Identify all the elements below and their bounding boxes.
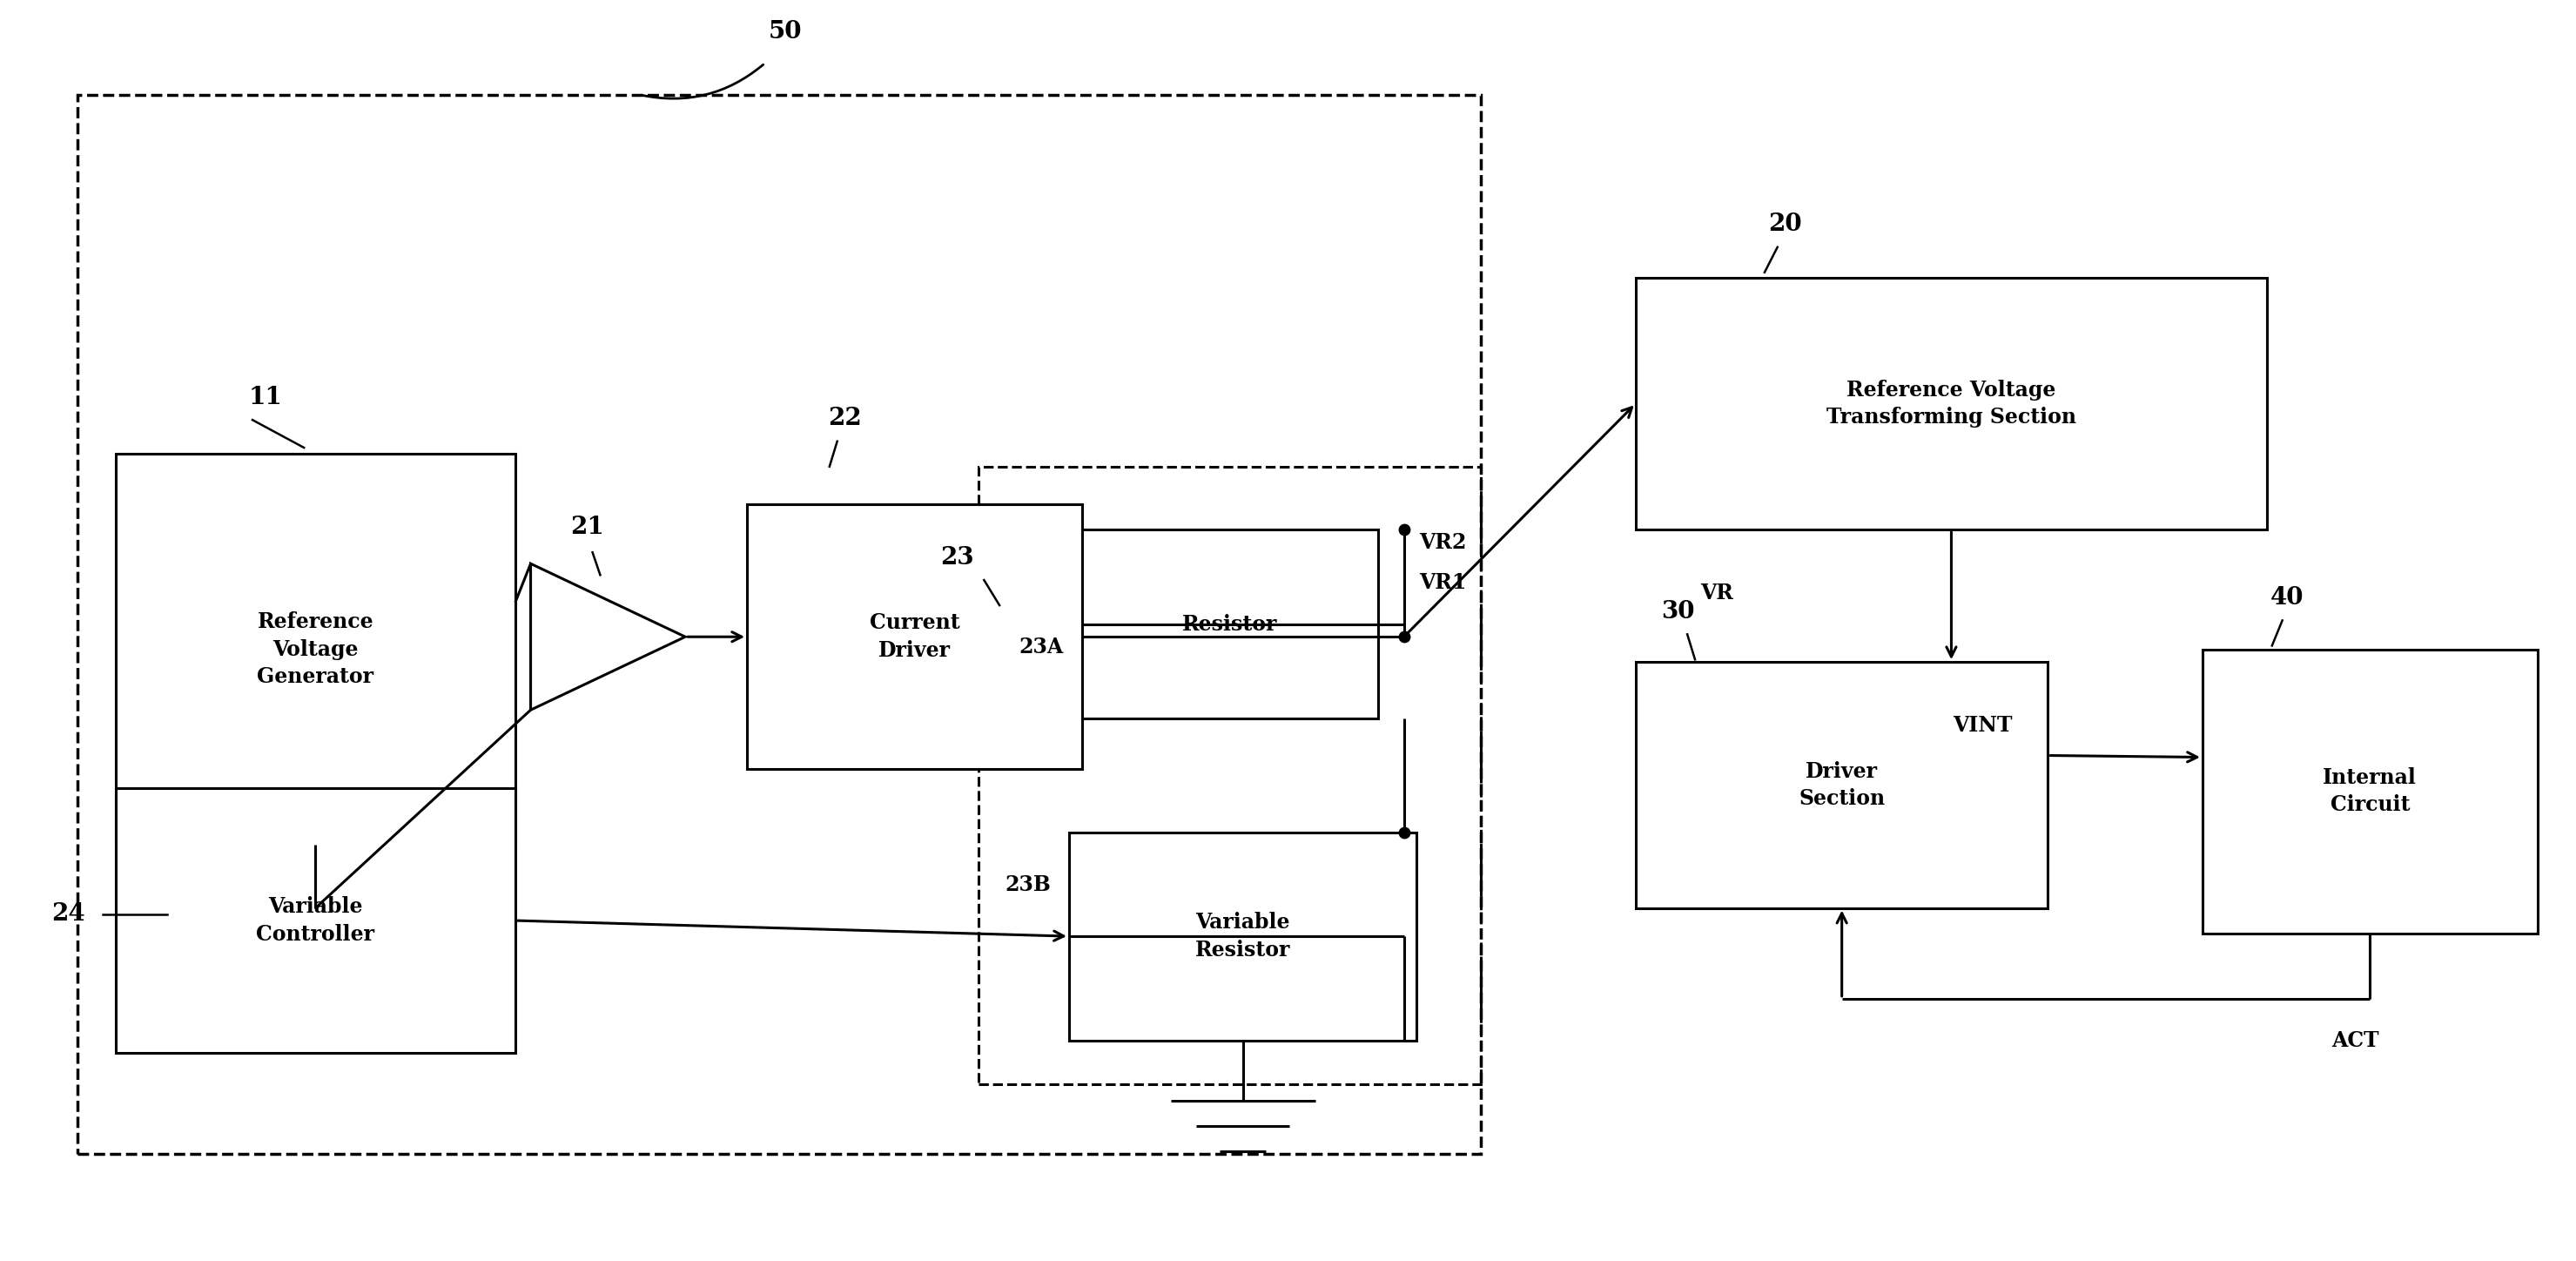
Text: 23B: 23B (1005, 875, 1051, 895)
Bar (1636, 277, 2267, 530)
Text: VR: VR (1700, 583, 1734, 603)
Text: ACT: ACT (2331, 1030, 2378, 1050)
Text: Variable
Controller: Variable Controller (258, 897, 374, 944)
Bar (1082, 530, 1378, 719)
Text: 23: 23 (940, 546, 974, 569)
Bar (2202, 649, 2537, 933)
Bar (1636, 662, 2048, 908)
Bar (116, 788, 515, 1053)
Bar (747, 504, 1082, 769)
Text: VINT: VINT (1953, 715, 2012, 735)
Text: 21: 21 (569, 516, 605, 538)
Text: 23A: 23A (1020, 637, 1064, 657)
Text: Resistor: Resistor (1182, 614, 1278, 634)
Text: Variable
Resistor: Variable Resistor (1195, 912, 1291, 961)
Text: 24: 24 (52, 903, 85, 926)
Text: VR2: VR2 (1419, 532, 1466, 552)
Bar (116, 454, 515, 845)
Text: Reference Voltage
Transforming Section: Reference Voltage Transforming Section (1826, 380, 2076, 427)
Text: Internal
Circuit: Internal Circuit (2324, 767, 2416, 816)
Text: 20: 20 (1767, 213, 1803, 236)
Text: Driver
Section: Driver Section (1798, 760, 1886, 810)
Text: Current
Driver: Current Driver (868, 613, 961, 661)
Text: 40: 40 (2269, 586, 2306, 609)
Text: 30: 30 (1662, 600, 1695, 623)
Bar (77, 95, 1481, 1154)
Text: 22: 22 (827, 407, 863, 430)
Bar (979, 467, 1481, 1084)
Text: VR1: VR1 (1419, 572, 1466, 593)
Text: 11: 11 (247, 386, 283, 409)
Text: 50: 50 (768, 20, 804, 43)
Text: Reference
Voltage
Generator: Reference Voltage Generator (258, 612, 374, 687)
Bar (1069, 832, 1417, 1040)
